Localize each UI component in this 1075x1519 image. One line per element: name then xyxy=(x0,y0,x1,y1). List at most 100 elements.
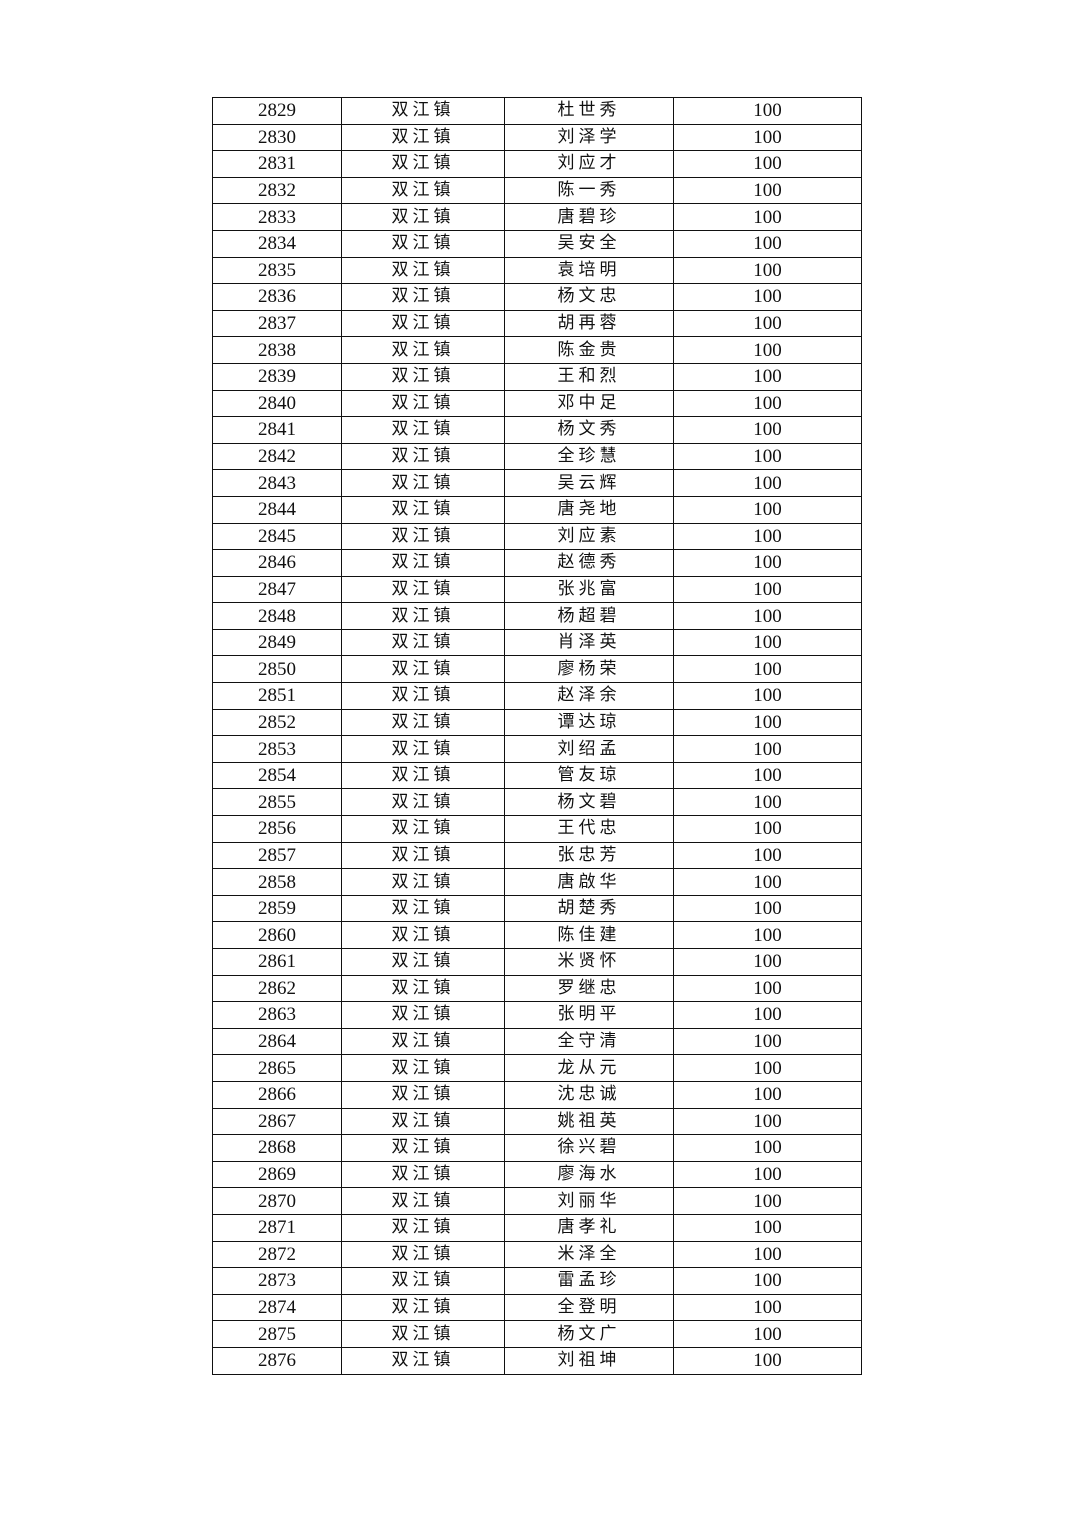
amount-cell: 100 xyxy=(673,735,862,763)
table-row: 2870 双江镇 刘丽华 100 xyxy=(212,1187,862,1215)
amount-cell: 100 xyxy=(673,948,862,976)
name-cell: 胡再蓉 xyxy=(504,309,674,338)
amount-cell: 100 xyxy=(673,336,862,364)
row-number: 2874 xyxy=(212,1293,342,1322)
town-cell: 双江镇 xyxy=(341,735,505,763)
table-row: 2851 双江镇 赵泽余 100 xyxy=(212,682,862,710)
town-cell: 双江镇 xyxy=(341,1107,505,1136)
town-cell: 双江镇 xyxy=(341,362,505,391)
table-body: 2829 双江镇 杜世秀 100 2830 双江镇 刘泽学 100 2831 双江镇 刘应才 100 2… xyxy=(212,97,862,1375)
table-row: 2840 双江镇 邓中足 100 xyxy=(212,389,862,418)
name-cell: 唐尧地 xyxy=(504,495,674,524)
table-row: 2829 双江镇 杜世秀 100 xyxy=(212,97,862,125)
table-row: 2871 双江镇 唐孝礼 100 xyxy=(212,1213,862,1242)
row-number: 2858 xyxy=(212,868,342,896)
table-row: 2868 双江镇 徐兴碧 100 xyxy=(212,1134,862,1162)
name-cell: 刘应素 xyxy=(504,522,674,551)
amount-cell: 100 xyxy=(673,1240,862,1269)
name-cell: 肖泽英 xyxy=(504,628,674,657)
table-row: 2845 双江镇 刘应素 100 xyxy=(212,522,862,551)
data-table: 2829 双江镇 杜世秀 100 2830 双江镇 刘泽学 100 2831 双江镇 刘应才 100 2… xyxy=(212,97,862,1375)
town-cell: 双江镇 xyxy=(341,1080,505,1109)
town-cell: 双江镇 xyxy=(341,522,505,551)
name-cell: 杨文忠 xyxy=(504,283,674,311)
amount-cell: 100 xyxy=(673,1346,862,1375)
table-row: 2854 双江镇 管友琼 100 xyxy=(212,761,862,790)
table-row: 2864 双江镇 全守清 100 xyxy=(212,1027,862,1056)
town-cell: 双江镇 xyxy=(341,841,505,870)
town-cell: 双江镇 xyxy=(341,336,505,364)
table-row: 2873 双江镇 雷孟珍 100 xyxy=(212,1267,862,1295)
amount-cell: 100 xyxy=(673,1027,862,1056)
table-row: 2850 双江镇 廖杨荣 100 xyxy=(212,655,862,684)
amount-cell: 100 xyxy=(673,682,862,710)
row-number: 2863 xyxy=(212,1001,342,1029)
amount-cell: 100 xyxy=(673,841,862,870)
row-number: 2841 xyxy=(212,416,342,444)
table-row: 2865 双江镇 龙从元 100 xyxy=(212,1054,862,1082)
name-cell: 沈忠诚 xyxy=(504,1080,674,1109)
row-number: 2844 xyxy=(212,495,342,524)
name-cell: 龙从元 xyxy=(504,1054,674,1082)
row-number: 2852 xyxy=(212,708,342,737)
table-row: 2834 双江镇 吴安全 100 xyxy=(212,229,862,258)
amount-cell: 100 xyxy=(673,575,862,604)
amount-cell: 100 xyxy=(673,868,862,896)
town-cell: 双江镇 xyxy=(341,628,505,657)
row-number: 2855 xyxy=(212,788,342,817)
table-row: 2835 双江镇 袁培明 100 xyxy=(212,256,862,285)
name-cell: 姚祖英 xyxy=(504,1107,674,1136)
amount-cell: 100 xyxy=(673,150,862,178)
amount-cell: 100 xyxy=(673,1293,862,1322)
row-number: 2861 xyxy=(212,948,342,976)
name-cell: 杨文碧 xyxy=(504,788,674,817)
table-row: 2842 双江镇 全珍慧 100 xyxy=(212,442,862,471)
town-cell: 双江镇 xyxy=(341,549,505,577)
amount-cell: 100 xyxy=(673,788,862,817)
name-cell: 刘泽学 xyxy=(504,123,674,152)
name-cell: 袁培明 xyxy=(504,256,674,285)
table-row: 2852 双江镇 谭达琼 100 xyxy=(212,708,862,737)
row-number: 2840 xyxy=(212,389,342,418)
amount-cell: 100 xyxy=(673,1267,862,1295)
table-row: 2858 双江镇 唐啟华 100 xyxy=(212,868,862,896)
amount-cell: 100 xyxy=(673,549,862,577)
name-cell: 谭达琼 xyxy=(504,708,674,737)
table-row: 2853 双江镇 刘绍孟 100 xyxy=(212,735,862,763)
name-cell: 米贤怀 xyxy=(504,948,674,976)
amount-cell: 100 xyxy=(673,1320,862,1348)
amount-cell: 100 xyxy=(673,602,862,630)
table-row: 2866 双江镇 沈忠诚 100 xyxy=(212,1080,862,1109)
row-number: 2872 xyxy=(212,1240,342,1269)
town-cell: 双江镇 xyxy=(341,655,505,684)
amount-cell: 100 xyxy=(673,1134,862,1162)
table-row: 2863 双江镇 张明平 100 xyxy=(212,1001,862,1029)
town-cell: 双江镇 xyxy=(341,442,505,471)
name-cell: 刘丽华 xyxy=(504,1187,674,1215)
amount-cell: 100 xyxy=(673,416,862,444)
town-cell: 双江镇 xyxy=(341,150,505,178)
row-number: 2870 xyxy=(212,1187,342,1215)
amount-cell: 100 xyxy=(673,761,862,790)
town-cell: 双江镇 xyxy=(341,1320,505,1348)
town-cell: 双江镇 xyxy=(341,894,505,923)
table-row: 2843 双江镇 吴云辉 100 xyxy=(212,469,862,497)
row-number: 2875 xyxy=(212,1320,342,1348)
amount-cell: 100 xyxy=(673,389,862,418)
table-row: 2832 双江镇 陈一秀 100 xyxy=(212,176,862,205)
table-row: 2841 双江镇 杨文秀 100 xyxy=(212,416,862,444)
amount-cell: 100 xyxy=(673,442,862,471)
name-cell: 杨超碧 xyxy=(504,602,674,630)
name-cell: 廖杨荣 xyxy=(504,655,674,684)
town-cell: 双江镇 xyxy=(341,1027,505,1056)
row-number: 2859 xyxy=(212,894,342,923)
name-cell: 唐孝礼 xyxy=(504,1213,674,1242)
row-number: 2831 xyxy=(212,150,342,178)
table-row: 2869 双江镇 廖海水 100 xyxy=(212,1160,862,1189)
town-cell: 双江镇 xyxy=(341,495,505,524)
row-number: 2842 xyxy=(212,442,342,471)
row-number: 2869 xyxy=(212,1160,342,1189)
row-number: 2876 xyxy=(212,1346,342,1375)
town-cell: 双江镇 xyxy=(341,123,505,152)
row-number: 2871 xyxy=(212,1213,342,1242)
